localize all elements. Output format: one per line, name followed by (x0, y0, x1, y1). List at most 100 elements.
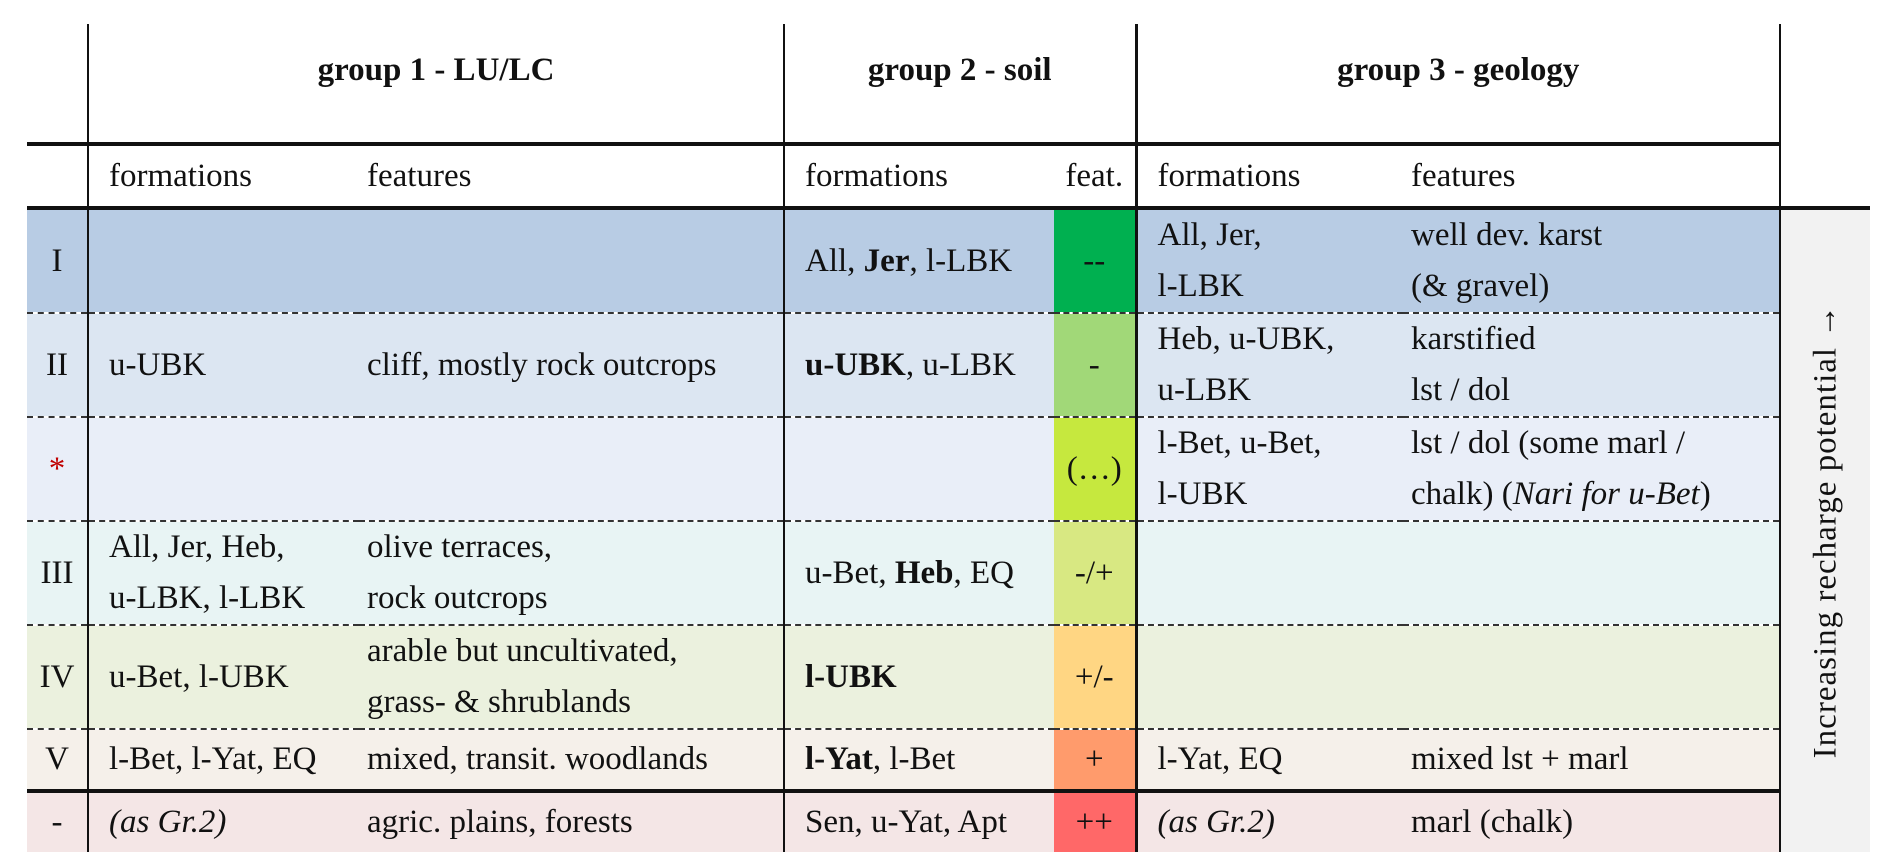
g3-features-cell (1403, 625, 1781, 730)
text-segment: l-Yat (805, 741, 873, 777)
text-segment: u-UBK (805, 346, 906, 383)
text-segment: l-LBK (1157, 268, 1244, 304)
g3-features-cell: marl (chalk) (1403, 789, 1781, 852)
g3-formations-cell: l-Bet, u-Bet, l-UBK (1134, 417, 1403, 522)
g1-formations-cell: All, Jer, Heb, u-LBK, l-LBK (87, 521, 359, 626)
g2-feat-score-cell: ++ (1054, 789, 1136, 852)
side-subheader-blank (1780, 144, 1870, 210)
text-segment: karstified (1411, 321, 1536, 357)
text-segment: All, (805, 242, 864, 279)
table-row: IV u-Bet, l-UBK arable but uncultivated, gr… (27, 625, 1870, 730)
text-segment: u-LBK (1157, 372, 1252, 408)
g2-formations-header: formations (783, 142, 1054, 210)
text-segment: u-Bet, l-UBK (109, 658, 289, 695)
g2-feat-score-cell: -/+ (1054, 521, 1136, 626)
g1-formations-header: formations (87, 142, 359, 210)
text-segment: Nari for u-Bet (1512, 476, 1700, 512)
cell-line: cliff, mostly rock outcrops (367, 340, 783, 391)
cell-line: grass- & shrublands (367, 677, 783, 727)
text-segment: mixed lst + marl (1411, 741, 1629, 777)
g2-formations-cell (783, 417, 1054, 522)
text-segment: Jer (863, 242, 910, 279)
g2-formations-cell: u-UBK, u-LBK (783, 313, 1054, 418)
cell-line: well dev. karst (1411, 210, 1778, 261)
cell-line: (as Gr.2) (109, 797, 359, 848)
text-segment: rock outcrops (367, 580, 548, 616)
cell-line: agric. plains, forests (367, 797, 783, 848)
text-segment: lst / dol (1411, 372, 1511, 408)
recharge-potential-axis: Increasing recharge potential → (1780, 208, 1870, 852)
table-row: * (…) l-Bet, u-Bet, l-UBK lst / dol (some ma… (27, 417, 1870, 522)
rank-cell: II (27, 313, 88, 418)
g1-features-cell (359, 208, 784, 314)
text-segment: l-Bet, l-Yat, EQ (109, 741, 317, 777)
recharge-potential-table: group 1 - LU/LC group 2 - soil group 3 -… (27, 24, 1870, 852)
g2-formations-cell: l-UBK (783, 625, 1054, 730)
text-segment: marl (chalk) (1411, 804, 1574, 840)
rank-cell: V (27, 729, 88, 791)
text-segment: lst / dol (some marl / (1411, 425, 1686, 461)
cell-line: lst / dol (1411, 365, 1778, 415)
cell-line: (& gravel) (1411, 261, 1778, 311)
g3-features-cell: well dev. karst (& gravel) (1403, 208, 1781, 314)
text-segment: Heb (894, 554, 954, 591)
cell-line: u-LBK, l-LBK (109, 573, 359, 623)
text-segment: (as Gr.2) (109, 804, 227, 840)
g2-feat-score-cell: + (1054, 729, 1136, 791)
g2-feat-score-cell: (…) (1054, 417, 1136, 522)
text-segment: (as Gr.2) (1157, 804, 1275, 840)
cell-line: chalk) (Nari for u-Bet) (1411, 469, 1778, 519)
g3-formations-cell (1134, 625, 1403, 730)
text-segment: u-Bet, (805, 554, 895, 591)
cell-line: (as Gr.2) (1158, 797, 1404, 848)
text-segment: l-UBK (1157, 476, 1248, 512)
text-segment: Sen, u-Yat, Apt (805, 804, 1008, 840)
rank-cell: - (27, 789, 88, 852)
cell-line: Heb, u-UBK, (1158, 314, 1404, 365)
text-segment: chalk) ( (1411, 476, 1513, 512)
table-row: II u-UBK cliff, mostly rock outcrops u-UBK,… (27, 313, 1870, 418)
cell-line: l-LBK (1157, 261, 1404, 311)
text-segment: Heb, u-UBK, (1157, 321, 1335, 357)
text-segment: cliff, mostly rock outcrops (367, 346, 717, 383)
g1-features-cell: mixed, transit. woodlands (359, 729, 784, 791)
g1-formations-cell: u-UBK (87, 313, 359, 418)
g3-formations-cell: All, Jer, l-LBK (1134, 208, 1404, 314)
g3-formations-header: formations (1134, 142, 1403, 210)
cell-line: u-Bet, l-UBK (109, 652, 359, 703)
cell-line: mixed lst + marl (1411, 734, 1778, 785)
group-header-row: group 1 - LU/LC group 2 - soil group 3 -… (27, 24, 1870, 144)
cell-line: All, Jer, l-LBK (805, 236, 1054, 287)
text-segment: ) (1699, 476, 1711, 512)
cell-line: l-Yat, EQ (1158, 734, 1404, 785)
text-segment: u-UBK (109, 346, 207, 383)
rank-cell: * (27, 417, 88, 522)
cell-line: u-LBK (1157, 365, 1404, 415)
text-segment: arable but uncultivated, (367, 633, 678, 669)
cell-line: All, Jer, Heb, (109, 522, 359, 573)
g2-formations-cell: u-Bet, Heb, EQ (783, 521, 1054, 626)
text-segment: , EQ (953, 554, 1015, 591)
g2-feat-score-cell: -- (1054, 208, 1136, 314)
g3-features-cell: karstified lst / dol (1403, 313, 1781, 418)
g1-formations-cell (87, 417, 359, 522)
text-segment: agric. plains, forests (367, 804, 633, 840)
cell-line: Sen, u-Yat, Apt (805, 797, 1054, 848)
g3-features-cell: lst / dol (some marl / chalk) (Nari for u… (1403, 417, 1781, 522)
table-row: - (as Gr.2) agric. plains, forests Sen, u-Y… (27, 789, 1870, 852)
group2-header: group 2 - soil (783, 24, 1136, 144)
cell-line: u-Bet, Heb, EQ (805, 548, 1054, 599)
subheader-rank-blank (27, 142, 88, 210)
g2-formations-cell: Sen, u-Yat, Apt (783, 789, 1054, 852)
cell-line: All, Jer, (1158, 210, 1404, 261)
subheader-row: formations features formations feat. for… (27, 142, 1870, 210)
g1-formations-cell (87, 208, 359, 314)
g1-features-header: features (359, 142, 784, 210)
rank-cell: I (27, 208, 88, 314)
side-header-blank (1780, 24, 1870, 144)
g3-formations-cell: (as Gr.2) (1134, 789, 1404, 852)
recharge-potential-label: Increasing recharge potential → (1807, 303, 1843, 759)
g3-formations-cell: l-Yat, EQ (1134, 729, 1404, 791)
rank-cell: III (27, 521, 88, 626)
